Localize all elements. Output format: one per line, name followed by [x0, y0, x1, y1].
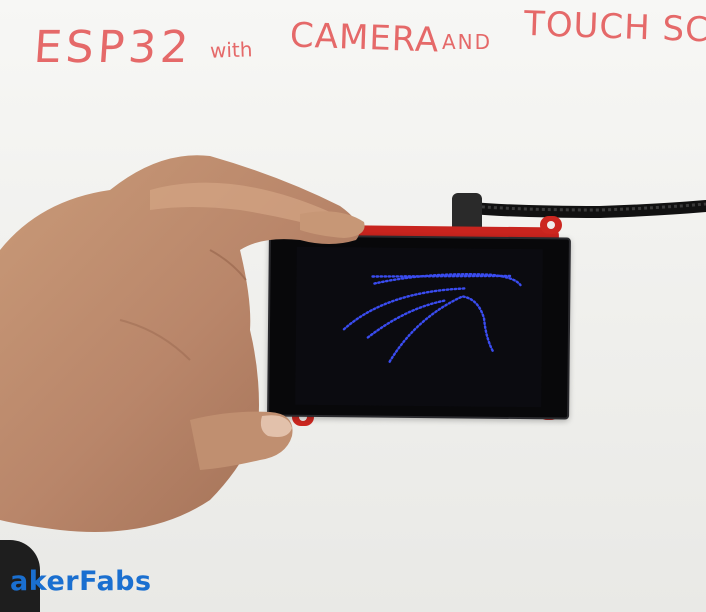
- makerfabs-logo: akerFabs: [10, 566, 152, 597]
- touch-display[interactable]: [267, 234, 571, 420]
- title-word-and: AND: [442, 30, 493, 54]
- usb-plug: [452, 193, 482, 231]
- drawing-canvas[interactable]: [295, 246, 543, 408]
- mount-tab-top-right: [540, 216, 562, 234]
- sleeve: [0, 540, 40, 612]
